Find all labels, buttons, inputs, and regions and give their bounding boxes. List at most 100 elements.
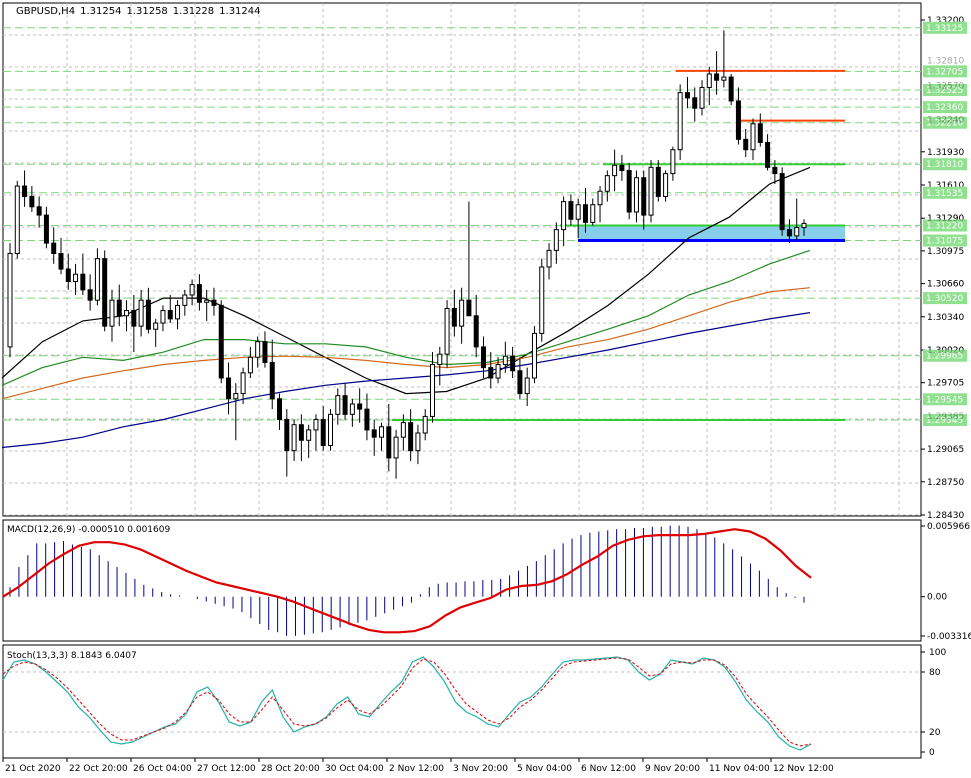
candle-bull (721, 76, 727, 81)
price-tick-label-covered: 1.32810 (927, 56, 964, 66)
price-level-label: 1.31075 (926, 237, 963, 247)
price-tick-label: 1.31290 (927, 214, 964, 224)
candle-bull (706, 73, 712, 88)
price-level-label: 1.32525 (926, 86, 963, 96)
candle-bear (757, 123, 763, 143)
candle-bear (684, 92, 690, 99)
price-level-badge (923, 219, 967, 232)
candle-bear (386, 426, 392, 459)
price-level-label: 1.32705 (926, 67, 963, 77)
candle-bull (670, 149, 676, 175)
price-level-badge (923, 234, 967, 247)
candle-bear (58, 252, 64, 270)
chart-title: GBPUSD,H4 1.31254 1.31258 1.31228 1.31244 (16, 6, 261, 17)
price-level-badge (923, 414, 967, 427)
price-level-badge (923, 65, 967, 78)
stochastic-indicator: 100 80 20 0 (2, 648, 946, 758)
candlesticks (7, 30, 807, 479)
macd-signal-line (2, 528, 812, 634)
candle-bear (196, 284, 202, 303)
stoch-label: Stoch(13,3,3) 8.1843 6.0407 (7, 651, 137, 661)
time-tick-label: 2 Nov 12:00 (389, 764, 444, 774)
ohlc-low: 1.31228 (173, 6, 214, 17)
candle-bull (633, 177, 639, 213)
candle-bear (786, 229, 792, 237)
candle-bull (233, 393, 239, 400)
candle-bear (451, 307, 457, 327)
time-tick-label: 9 Nov 20:00 (645, 764, 700, 774)
candle-bull (306, 429, 312, 441)
stoch-axis-label: 20 (929, 728, 941, 738)
candle-bear (102, 258, 108, 327)
price-level-label: 1.31535 (926, 189, 963, 199)
candle-bear (466, 299, 472, 317)
candle-bull (109, 299, 115, 327)
price-tick-label: 1.30975 (927, 247, 964, 257)
candle-bear (342, 395, 348, 415)
price-level-badge (923, 186, 967, 199)
candle-bear (80, 273, 86, 291)
price-tick-label: 1.30660 (927, 280, 964, 290)
candle-bear (218, 304, 224, 379)
time-tick-label: 3 Nov 20:00 (453, 764, 508, 774)
moving-average-line (1, 249, 811, 386)
candle-bear (65, 268, 71, 283)
price-tick-label-covered: 1.32570 (927, 81, 964, 91)
price-level-label: 1.31220 (926, 221, 963, 231)
time-tick-label: 12 Nov 12:00 (773, 764, 834, 774)
candle-bull (415, 432, 421, 452)
candle-bull (14, 185, 20, 254)
time-tick-label: 30 Oct 04:00 (325, 764, 384, 774)
stoch-axis-label: 80 (929, 668, 941, 678)
candle-bear (145, 299, 151, 330)
candle-bull (524, 377, 530, 395)
candle-bull (379, 426, 385, 438)
stoch-axis-label: 100 (929, 648, 946, 658)
macd-label: MACD(12,26,9) -0.000510 0.001609 (7, 525, 170, 535)
price-level-label: 1.30520 (926, 294, 963, 304)
symbol-label: GBPUSD,H4 (16, 6, 75, 17)
candle-bear (364, 408, 370, 431)
candle-bear (22, 185, 28, 197)
candle-bear (298, 424, 304, 441)
candle-bull (801, 222, 807, 229)
time-tick-label: 26 Oct 04:00 (133, 764, 192, 774)
candle-bear (692, 97, 698, 109)
candle-bull (502, 355, 508, 366)
time-tick-label: 27 Oct 12:00 (197, 764, 256, 774)
candle-bear (371, 429, 377, 438)
price-level-badge (923, 393, 967, 406)
support-zone-rect[interactable] (578, 225, 845, 241)
candle-bull (400, 422, 406, 438)
price-level-badge (923, 292, 967, 305)
support-zone[interactable] (560, 224, 845, 243)
candle-bull (794, 227, 800, 237)
time-tick-label: 22 Oct 20:00 (69, 764, 128, 774)
macd-panel-frame (2, 519, 922, 642)
horizontal-levels[interactable] (392, 69, 845, 422)
price-level-badge (923, 21, 967, 34)
candle-bear (36, 206, 42, 216)
candle-bear (779, 173, 785, 231)
price-tick-label: 1.29705 (927, 379, 964, 389)
candle-bull (590, 204, 596, 223)
ohlc-close: 1.31244 (219, 6, 260, 17)
candle-bull (750, 123, 756, 151)
candle-bear (29, 195, 35, 208)
candle-bull (335, 395, 341, 415)
candle-bear (43, 214, 49, 244)
price-tick-label: 1.29065 (927, 445, 964, 455)
candle-bull (7, 252, 13, 348)
candle-bear (131, 310, 137, 327)
candle-bull (240, 372, 246, 395)
price-tick-label-covered: 1.30020 (927, 346, 964, 356)
price-level-badge (923, 158, 967, 171)
candle-bear (488, 367, 494, 379)
candle-bull (291, 424, 297, 452)
moving-average-line (1, 312, 811, 449)
macd-axis-label: -0.003316 (927, 632, 971, 642)
candle-bear (262, 341, 268, 363)
candle-bull (597, 190, 603, 206)
candle-bull (444, 307, 450, 355)
